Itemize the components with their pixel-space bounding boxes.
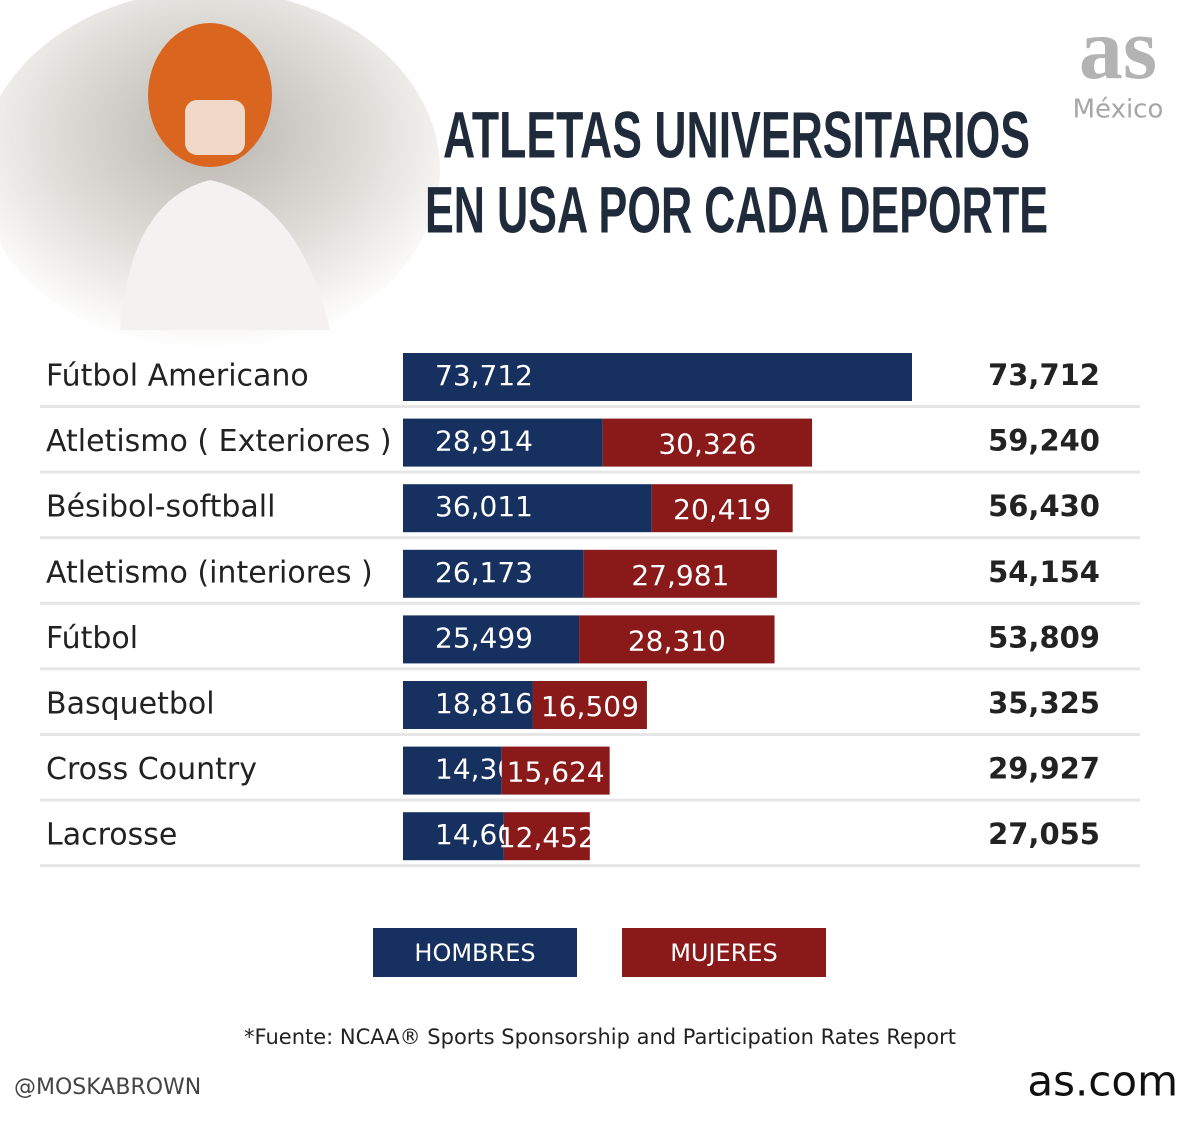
category-label: Lacrosse	[46, 818, 177, 853]
value-label: 36,011	[435, 490, 533, 523]
category-label: Atletismo (interiores )	[46, 555, 373, 590]
bar-segment	[503, 812, 590, 861]
credit: @MOSKABROWN	[14, 1075, 201, 1100]
row-separator	[40, 470, 1140, 474]
row-separator	[40, 864, 1140, 868]
source-note: *Fuente: NCAA® Sports Sponsorship and Pa…	[244, 1025, 956, 1049]
bar-segment	[579, 615, 775, 664]
value-label: 30,326	[658, 428, 756, 461]
title-line: ATLETAS UNIVERSITARIOS	[443, 97, 1030, 171]
value-label: 26,173	[435, 556, 533, 589]
legend-swatch	[373, 928, 577, 977]
row-separator	[40, 601, 1140, 605]
bar-segment	[403, 746, 502, 795]
bar-segment	[403, 812, 504, 861]
total-label: 59,240	[988, 424, 1100, 458]
legend: HOMBRES MUJERES	[373, 928, 826, 977]
site: as.com	[1027, 1057, 1178, 1106]
category-label: Basquetbol	[46, 687, 215, 722]
bar-segment	[651, 484, 793, 533]
title-line: EN USA POR CADA DEPORTE	[425, 172, 1048, 246]
bar-segment	[602, 418, 813, 467]
bar-segment	[403, 484, 652, 533]
bar-segment	[583, 549, 777, 598]
value-label: 27,981	[631, 559, 729, 592]
value-label: 18,816	[435, 687, 533, 720]
player-photo	[0, 0, 440, 350]
value-label: 28,310	[628, 624, 726, 657]
bar-segment	[403, 418, 603, 467]
bar-segment	[532, 681, 647, 729]
row-separator	[40, 405, 1140, 408]
category-label: Cross Country	[46, 752, 257, 787]
brand-logo: as	[1079, 1, 1157, 98]
bar-segment	[501, 746, 610, 795]
total-label: 29,927	[988, 752, 1100, 786]
row-separator	[40, 733, 1140, 736]
total-label: 27,055	[988, 817, 1100, 851]
legend-swatch	[622, 928, 826, 977]
category-label: Fútbol	[46, 621, 138, 656]
row-separator	[40, 798, 1140, 802]
bar-segment	[403, 549, 584, 598]
total-label: 73,712	[988, 358, 1100, 392]
value-label: 73,712	[435, 359, 533, 392]
brand-edition: México	[1073, 95, 1164, 125]
legend-label: HOMBRES	[414, 939, 535, 967]
total-label: 35,325	[988, 686, 1100, 720]
total-label: 53,809	[988, 620, 1100, 654]
value-label: 20,419	[673, 493, 771, 526]
total-label: 56,430	[988, 489, 1100, 523]
category-label: Fútbol Americano	[46, 359, 309, 394]
total-label: 54,154	[988, 555, 1100, 589]
legend-label: MUJERES	[670, 939, 778, 967]
category-label: Atletismo ( Exteriores )	[46, 424, 392, 459]
row-separator	[40, 536, 1140, 540]
value-label: 25,499	[435, 621, 533, 654]
value-label: 12,452	[498, 821, 596, 854]
bar-segment	[403, 353, 912, 401]
value-label: 16,509	[541, 690, 639, 723]
plot: Fútbol Americano 73,712 73,712 Atletismo ( …	[40, 353, 1140, 868]
bar-segment	[403, 615, 580, 664]
category-label: Bésibol-softball	[46, 490, 275, 525]
value-label: 15,624	[507, 756, 605, 789]
row-separator	[40, 667, 1140, 671]
value-label: 28,914	[435, 425, 533, 458]
bar-segment	[403, 681, 533, 729]
